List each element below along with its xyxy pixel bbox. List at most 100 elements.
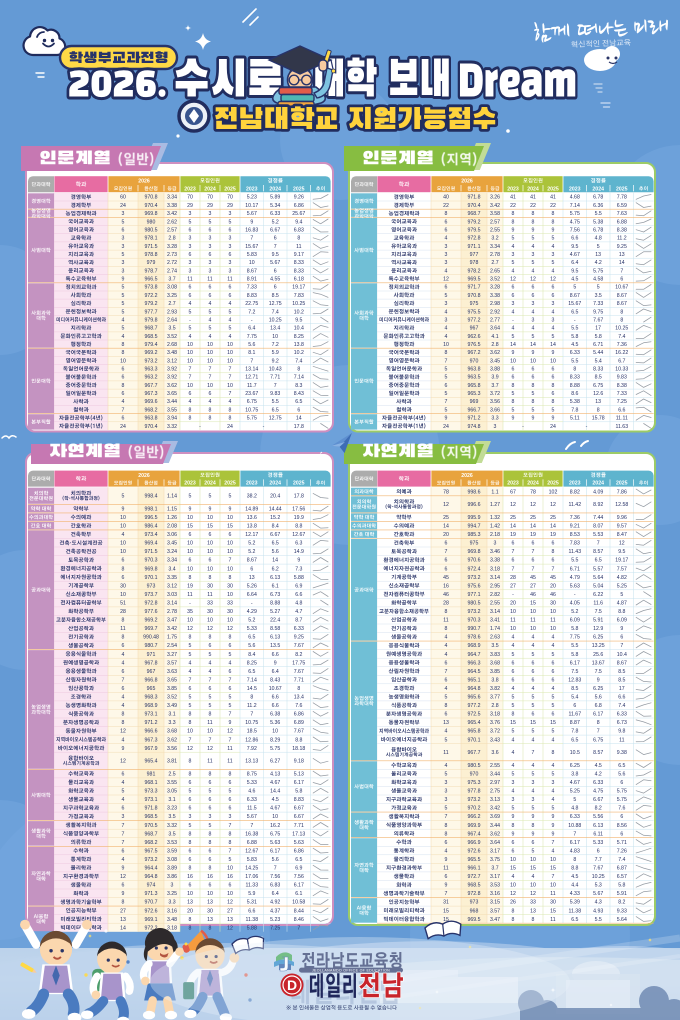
svg-text:968.5: 968.5 [145, 334, 158, 340]
svg-text:10: 10 [530, 883, 536, 889]
svg-text:4: 4 [532, 686, 535, 692]
svg-text:6.33: 6.33 [270, 211, 280, 217]
svg-text:30: 30 [207, 583, 213, 589]
svg-text:968.2: 968.2 [145, 407, 158, 413]
svg-text:6: 6 [445, 558, 448, 564]
svg-text:4: 4 [552, 848, 555, 854]
svg-text:13.25: 13.25 [592, 643, 605, 649]
svg-text:46: 46 [443, 592, 449, 598]
svg-text:30: 30 [550, 900, 556, 906]
svg-text:6: 6 [274, 236, 277, 242]
svg-text:24: 24 [443, 424, 449, 430]
svg-text:6: 6 [445, 874, 448, 880]
svg-text:6: 6 [122, 686, 125, 692]
svg-text:29: 29 [187, 203, 193, 209]
svg-text:3.62: 3.62 [490, 831, 500, 837]
svg-text:-: - [512, 592, 514, 598]
svg-text:10.4: 10.4 [617, 652, 627, 658]
svg-text:12: 12 [510, 277, 516, 283]
svg-text:7: 7 [229, 823, 232, 829]
svg-text:10: 10 [207, 618, 213, 624]
svg-text:14: 14 [296, 416, 302, 422]
svg-text:10: 10 [227, 618, 233, 624]
svg-text:5: 5 [532, 391, 535, 397]
svg-text:4.05: 4.05 [570, 601, 580, 607]
svg-text:5.9: 5.9 [248, 891, 255, 897]
svg-text:8: 8 [209, 831, 212, 837]
svg-text:6: 6 [552, 375, 555, 381]
svg-text:12: 12 [550, 277, 556, 283]
svg-text:14.9: 14.9 [294, 549, 304, 555]
svg-text:5.8: 5.8 [571, 652, 578, 658]
svg-text:3.68: 3.68 [490, 660, 500, 666]
svg-text:3: 3 [532, 301, 535, 307]
svg-text:30: 30 [207, 609, 213, 615]
svg-text:5.8: 5.8 [618, 883, 625, 889]
svg-text:8: 8 [209, 925, 212, 931]
svg-text:3.52: 3.52 [167, 695, 177, 701]
svg-text:972.6: 972.6 [468, 848, 481, 854]
svg-text:5.83: 5.83 [247, 857, 257, 863]
svg-text:6.89: 6.89 [294, 720, 304, 726]
svg-text:6.33: 6.33 [617, 712, 627, 718]
svg-text:5: 5 [512, 703, 515, 709]
svg-text:3.12: 3.12 [167, 583, 177, 589]
svg-text:4: 4 [209, 660, 212, 666]
svg-text:3.03: 3.03 [167, 592, 177, 598]
svg-text:978: 978 [470, 260, 479, 266]
svg-text:6: 6 [209, 252, 212, 258]
svg-text:30: 30 [227, 609, 233, 615]
svg-text:4.55: 4.55 [270, 277, 280, 283]
svg-text:4.68: 4.68 [570, 195, 580, 201]
svg-text:7.26: 7.26 [617, 848, 627, 854]
svg-text:3.44: 3.44 [167, 399, 177, 405]
svg-text:4.7: 4.7 [295, 609, 302, 615]
svg-text:10: 10 [227, 358, 233, 364]
svg-text:25.67: 25.67 [292, 211, 305, 217]
svg-text:3: 3 [189, 236, 192, 242]
svg-text:8.44: 8.44 [294, 908, 304, 914]
svg-text:6: 6 [229, 686, 232, 692]
svg-text:4: 4 [512, 635, 515, 641]
svg-text:6: 6 [122, 669, 125, 675]
svg-text:3: 3 [122, 211, 125, 217]
svg-text:5: 5 [189, 823, 192, 829]
svg-text:5: 5 [532, 695, 535, 701]
svg-text:9: 9 [122, 866, 125, 872]
svg-text:5.91: 5.91 [593, 618, 603, 624]
svg-text:964.5: 964.5 [468, 669, 481, 675]
svg-text:16: 16 [443, 583, 449, 589]
svg-text:3.45: 3.45 [490, 358, 500, 364]
svg-text:13: 13 [227, 917, 233, 923]
svg-text:967: 967 [147, 669, 156, 675]
svg-text:4.8: 4.8 [571, 806, 578, 812]
svg-text:11: 11 [207, 759, 212, 765]
svg-text:4.13: 4.13 [270, 772, 280, 778]
svg-text:3: 3 [189, 814, 192, 820]
svg-text:970.3: 970.3 [468, 618, 481, 624]
svg-text:6: 6 [189, 848, 192, 854]
svg-text:15: 15 [550, 720, 556, 726]
svg-text:16.38: 16.38 [245, 831, 258, 837]
svg-text:3: 3 [445, 244, 448, 250]
svg-text:9.75: 9.75 [593, 309, 603, 315]
svg-text:4: 4 [512, 643, 515, 649]
svg-text:10: 10 [510, 609, 516, 615]
svg-text:12: 12 [120, 874, 126, 880]
svg-text:17: 17 [619, 686, 625, 692]
svg-text:967.5: 967.5 [145, 848, 158, 854]
svg-text:15: 15 [510, 866, 516, 872]
svg-text:6: 6 [532, 367, 535, 373]
svg-text:5: 5 [552, 236, 555, 242]
svg-text:4: 4 [445, 643, 448, 649]
svg-text:13.4: 13.4 [294, 695, 304, 701]
svg-text:8: 8 [229, 772, 232, 778]
svg-text:24: 24 [550, 424, 556, 430]
svg-text:4.8: 4.8 [295, 601, 302, 607]
svg-text:994.7: 994.7 [468, 524, 481, 530]
svg-text:5.11: 5.11 [570, 416, 580, 422]
svg-text:6.13: 6.13 [270, 575, 280, 581]
svg-text:977.1: 977.1 [468, 592, 481, 598]
svg-text:6.22: 6.22 [593, 592, 603, 598]
svg-text:17.8: 17.8 [294, 424, 304, 430]
